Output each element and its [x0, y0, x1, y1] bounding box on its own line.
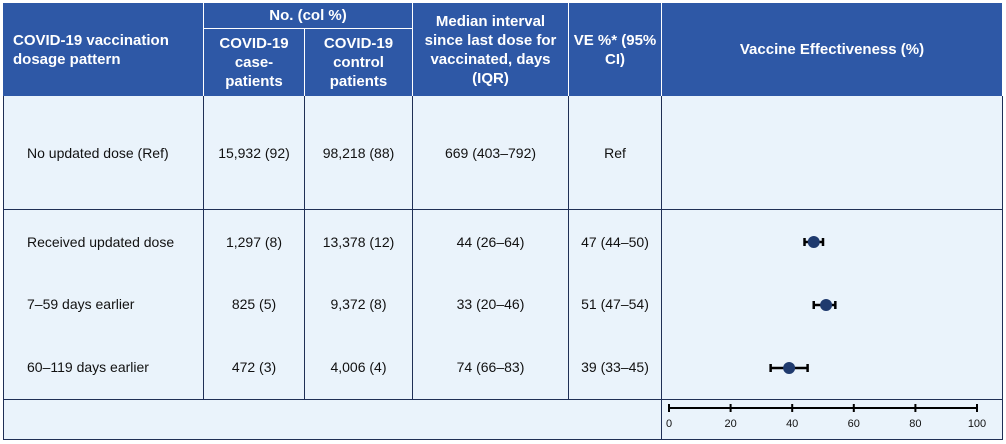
- row-interval: 669 (403–792): [444, 145, 537, 161]
- section-divider: [3, 399, 1003, 400]
- row-cases: 1,297 (8): [225, 234, 283, 250]
- header-divider: [661, 3, 662, 96]
- header-ve-ci-text: VE %* (95% CI): [573, 31, 657, 68]
- row-cases: 825 (5): [231, 296, 277, 312]
- row-pattern: 60–119 days earlier: [27, 359, 149, 375]
- column-divider: [203, 96, 204, 399]
- row-ve: Ref: [604, 145, 626, 161]
- row-ve: 39 (33–45): [581, 359, 649, 375]
- row-controls: 98,218 (88): [322, 145, 395, 161]
- header-ve-ci: VE %* (95% CI): [569, 3, 661, 96]
- header-ve-plot-text: Vaccine Effectiveness (%): [739, 41, 925, 58]
- header-median-interval: Median interval since last dose for vacc…: [413, 3, 568, 96]
- header-case-patients-text: COVID-19 case-patients: [219, 35, 289, 90]
- column-divider: [304, 96, 305, 399]
- row-interval: 74 (66–83): [456, 359, 525, 375]
- row-controls: 4,006 (4): [330, 359, 387, 375]
- header-no-col: No. (col %): [204, 3, 412, 28]
- row-cases: 15,932 (92): [218, 145, 290, 161]
- row-ve: 47 (44–50): [581, 234, 649, 250]
- table-border-right: [1002, 96, 1003, 440]
- row-interval: 44 (26–64): [456, 234, 525, 250]
- header-control-patients: COVID-19 control patients: [305, 29, 412, 96]
- header-dosage-pattern-text: COVID-19 vaccination dosage pattern: [13, 31, 169, 68]
- row-controls: 9,372 (8): [330, 296, 387, 312]
- table-body: [3, 96, 1002, 440]
- header-case-patients: COVID-19 case-patients: [204, 29, 304, 96]
- table-border-bottom: [3, 439, 1003, 440]
- row-interval: 33 (20–46): [456, 296, 525, 312]
- row-ve: 51 (47–54): [581, 296, 649, 312]
- section-divider: [3, 209, 1003, 210]
- column-divider: [661, 96, 662, 440]
- row-pattern: No updated dose (Ref): [27, 145, 169, 161]
- table-border-left: [3, 96, 4, 440]
- row-controls: 13,378 (12): [322, 234, 395, 250]
- header-divider: [204, 28, 412, 29]
- header-divider: [203, 3, 204, 96]
- header-divider: [304, 29, 305, 96]
- header-no-col-text: No. (col %): [269, 7, 347, 24]
- header-control-patients-text: COVID-19 control patients: [323, 35, 394, 90]
- header-divider: [568, 3, 569, 96]
- row-pattern: 7–59 days earlier: [27, 296, 135, 312]
- row-cases: 472 (3): [231, 359, 277, 375]
- column-divider: [568, 96, 569, 399]
- header-divider: [412, 3, 413, 96]
- header-median-interval-text: Median interval since last dose for vacc…: [424, 12, 557, 87]
- row-pattern: Received updated dose: [27, 234, 175, 250]
- header-dosage-pattern: COVID-19 vaccination dosage pattern: [3, 3, 203, 96]
- column-divider: [412, 96, 413, 399]
- header-ve-plot: Vaccine Effectiveness (%): [662, 3, 1002, 96]
